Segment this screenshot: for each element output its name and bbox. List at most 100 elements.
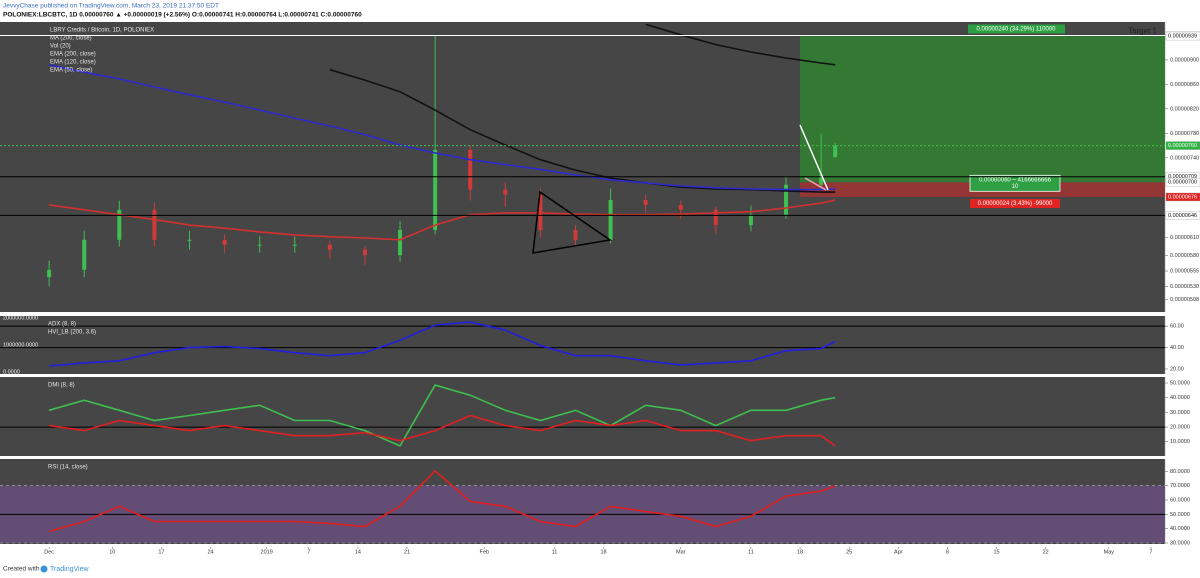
pane-title: LBRY Credits / Bitcoin, 1D, POLONIEX <box>50 28 154 34</box>
x-tick-label: 15 <box>994 549 1000 555</box>
y2-tick-label: 1000000.0000 <box>3 342 38 348</box>
x-tick-label: May <box>1104 549 1115 555</box>
publish-info: JevvyChase published on TradingView.com,… <box>3 3 219 10</box>
candle-body <box>608 200 613 240</box>
y-tick-label: 60.00 <box>1170 324 1184 330</box>
trend-drawing <box>799 124 829 191</box>
trend-drawing <box>804 177 827 191</box>
legend-entry: MA (200, close) <box>50 36 92 42</box>
price-label: 0.00000700 <box>1168 180 1197 186</box>
price-label-box <box>1165 192 1200 202</box>
footer-text: Created with <box>3 566 40 573</box>
y-tick-label: 50.0000 <box>1170 512 1190 518</box>
x-tick-label: 11 <box>552 549 558 555</box>
symbol-info: POLONIEX:LBCBTC, 1D 0.00000760 ▲ +0.0000… <box>3 12 362 19</box>
y-tick-label: 0.00000530 <box>1170 284 1199 290</box>
price-label-box <box>1165 141 1200 150</box>
candle-body <box>47 269 52 278</box>
series-line <box>48 384 836 447</box>
x-tick-label: 7 <box>1149 549 1152 555</box>
candle-body <box>222 239 227 245</box>
candle-body <box>117 209 122 240</box>
pane-title: ADX (8, 8) <box>48 322 76 328</box>
candle-body <box>362 249 367 256</box>
x-tick-label: Feb <box>480 549 489 555</box>
target-label-box <box>968 24 1065 34</box>
price-label: 0.00000939 <box>1168 34 1197 40</box>
x-tick-label: 11 <box>748 549 754 555</box>
legend-entry: Vol (20) <box>50 44 71 50</box>
drawings <box>532 124 829 254</box>
x-tick-label: 25 <box>846 549 852 555</box>
y-tick-label: 0.00000820 <box>1170 106 1199 112</box>
series-line <box>48 469 836 533</box>
x-tick-label: 8 <box>946 549 949 555</box>
candle-body <box>748 214 753 226</box>
legend-entry: EMA (120, close) <box>50 60 96 66</box>
x-tick-label: 24 <box>207 549 213 555</box>
footer-brand: TradingView <box>50 566 89 573</box>
price-label-box <box>1165 178 1200 187</box>
logo <box>40 565 48 573</box>
y-tick-label: 80.0000 <box>1170 469 1190 475</box>
y-tick-label: 20.0000 <box>1170 425 1190 431</box>
candle-body <box>398 230 403 256</box>
x-tick-label: 18 <box>797 549 803 555</box>
candle-body <box>678 204 683 210</box>
price-label: 0.00000760 <box>1168 143 1197 149</box>
candle-body <box>82 239 87 270</box>
y-tick-label: 30.0000 <box>1170 540 1190 546</box>
triangle-drawing <box>532 190 612 254</box>
candle-body <box>819 174 824 185</box>
series-line <box>329 68 836 193</box>
pane-background <box>0 377 1165 456</box>
y-tick-label: 20.00 <box>1170 366 1184 372</box>
target-name: Target 1 <box>1128 27 1157 36</box>
candle-body <box>784 184 789 215</box>
series-line <box>48 64 836 191</box>
target-label: 0.00000240 (34.29%) 110000 <box>977 27 1057 33</box>
pane-background <box>0 316 1165 374</box>
stop-label-box <box>970 198 1060 208</box>
candle-body <box>503 189 508 195</box>
series-line <box>48 414 836 447</box>
candle-body <box>713 209 718 226</box>
price-label: 0.00000709 <box>1168 174 1197 180</box>
candle-body <box>833 145 838 158</box>
candle-body <box>468 149 473 190</box>
candle-body <box>327 244 332 250</box>
x-tick-label: 17 <box>158 549 164 555</box>
y-tick-label: 0.00000900 <box>1170 57 1199 63</box>
candle-body <box>433 149 438 231</box>
price-label: 0.00000646 <box>1168 213 1197 219</box>
x-tick-label: Mar <box>676 549 686 555</box>
profit-zone <box>800 35 1165 183</box>
ratio-sub: 10 <box>1012 184 1019 190</box>
y-tick-label: 0.00000580 <box>1170 253 1199 259</box>
y-tick-label: 70.0000 <box>1170 483 1190 489</box>
y-tick-label: 40.00 <box>1170 345 1184 351</box>
legend-entry: EMA (200, close) <box>50 52 96 58</box>
price-label-box <box>1165 211 1200 220</box>
x-tick-label: 14 <box>355 549 361 555</box>
candle-body <box>257 244 262 246</box>
x-tick-label: 21 <box>404 549 410 555</box>
legend-entry: EMA (50, close) <box>50 68 92 74</box>
y-tick-label: 0.00000780 <box>1170 131 1199 137</box>
y-tick-label: 0.00000860 <box>1170 82 1199 88</box>
y2-tick-label: 0.0000 <box>3 369 20 375</box>
candle-body <box>573 230 578 240</box>
legend-entry: HVI_LB (200, 3.6) <box>48 330 96 336</box>
pane-title: DMI (8, 8) <box>48 383 75 389</box>
ratio-box <box>969 174 1061 192</box>
series-line <box>645 23 836 66</box>
series-line <box>49 321 836 367</box>
candle-body <box>643 200 648 205</box>
time-axis <box>0 547 1165 557</box>
price-label: 0.00000676 <box>1168 194 1197 200</box>
y-tick-label: 0.00000508 <box>1170 297 1199 303</box>
y-tick-label: 10.0000 <box>1170 439 1190 445</box>
x-tick-label: 7 <box>307 549 310 555</box>
x-tick-label: 22 <box>1043 549 1049 555</box>
